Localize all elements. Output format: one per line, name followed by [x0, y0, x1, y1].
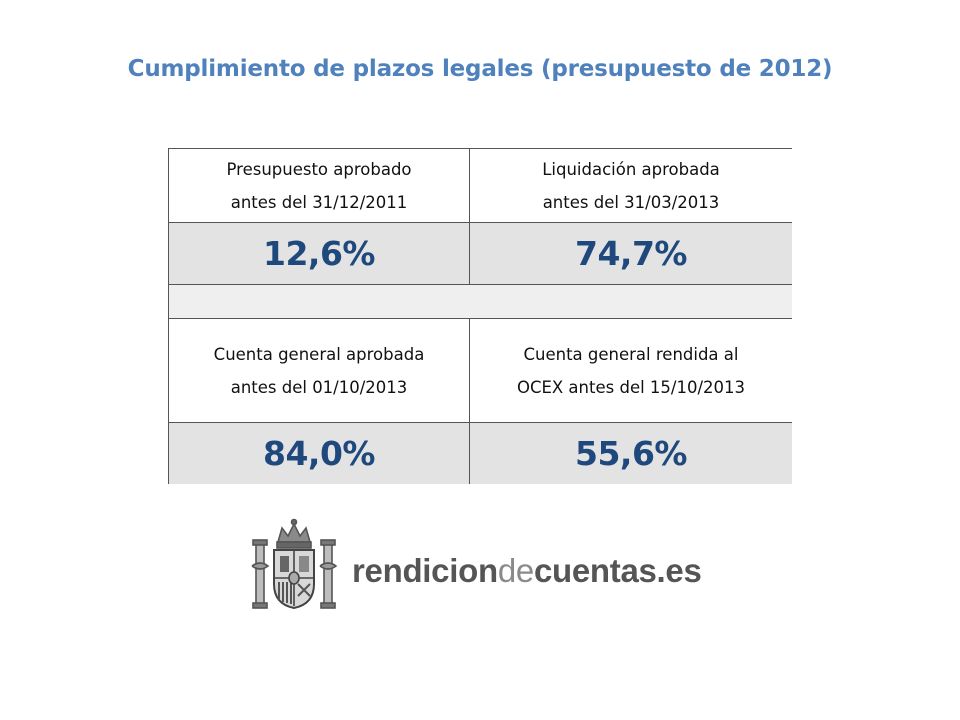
- page-title: Cumplimiento de plazos legales (presupue…: [127, 56, 833, 82]
- label-text: Presupuesto aprobado antes del 31/12/201…: [226, 159, 412, 212]
- label-text: Cuenta general rendida al OCEX antes del…: [516, 344, 746, 397]
- logo-text-part: de: [497, 552, 534, 589]
- rendicion-de-cuentas-logo: rendiciondecuentas.es: [250, 516, 710, 616]
- percentage-value: 84,0%: [263, 434, 376, 473]
- logo-text-part: cuentas.es: [533, 552, 702, 589]
- label-text: Liquidación aprobada antes del 31/03/201…: [542, 159, 720, 212]
- table-label-cell: Cuenta general rendida al OCEX antes del…: [469, 318, 792, 422]
- percentage-value: 74,7%: [575, 234, 688, 273]
- table-label-cell: Presupuesto aprobado antes del 31/12/201…: [168, 148, 469, 222]
- table-spacer-row: [168, 284, 792, 318]
- table-value-cell: 55,6%: [469, 422, 792, 484]
- percentage-value: 12,6%: [263, 234, 376, 273]
- table-value-cell: 84,0%: [168, 422, 469, 484]
- coat-of-arms-icon: [251, 518, 338, 610]
- table-value-cell: 12,6%: [168, 222, 469, 284]
- logo-text-part: rendicion: [352, 552, 498, 589]
- compliance-table: Presupuesto aprobado antes del 31/12/201…: [168, 148, 792, 484]
- table-label-cell: Cuenta general aprobada antes del 01/10/…: [168, 318, 469, 422]
- logo-wordmark: rendiciondecuentas.es: [352, 552, 702, 590]
- percentage-value: 55,6%: [575, 434, 688, 473]
- label-text: Cuenta general aprobada antes del 01/10/…: [213, 344, 425, 397]
- table-label-cell: Liquidación aprobada antes del 31/03/201…: [469, 148, 792, 222]
- table-value-cell: 74,7%: [469, 222, 792, 284]
